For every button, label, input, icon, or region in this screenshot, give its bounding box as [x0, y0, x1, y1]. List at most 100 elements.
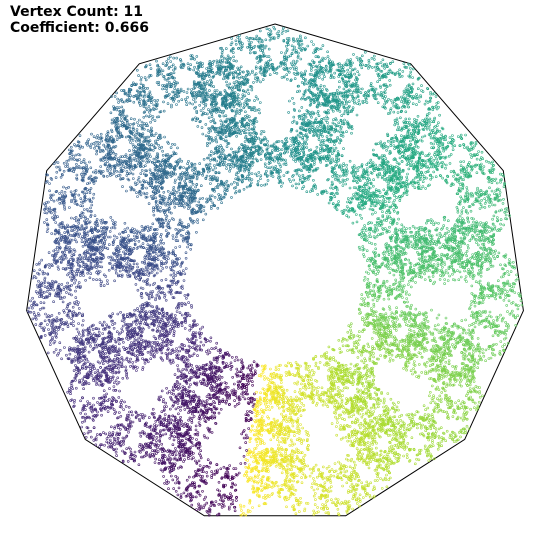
fractal-point: [193, 481, 196, 485]
fractal-point: [285, 77, 289, 81]
fractal-point: [442, 162, 445, 166]
fractal-point: [360, 359, 364, 363]
fractal-point: [291, 485, 295, 489]
fractal-point: [339, 424, 343, 427]
fractal-point: [90, 226, 93, 229]
fractal-point: [476, 243, 480, 247]
fractal-point: [298, 89, 301, 93]
fractal-point: [389, 239, 393, 243]
fractal-point: [135, 191, 138, 194]
fractal-point: [260, 481, 264, 484]
fractal-point: [123, 400, 126, 404]
fractal-point: [458, 383, 462, 387]
fractal-point: [423, 255, 427, 259]
fractal-point: [388, 476, 392, 480]
fractal-point: [402, 62, 406, 65]
fractal-point: [367, 58, 371, 62]
fractal-point: [88, 181, 91, 185]
fractal-point: [206, 352, 210, 356]
fractal-point: [449, 170, 453, 173]
fractal-point: [147, 325, 151, 329]
fractal-point: [293, 390, 297, 393]
fractal-point: [173, 206, 177, 209]
fractal-point: [419, 94, 422, 97]
fractal-point: [417, 376, 421, 379]
polygon-outline: [26, 23, 524, 517]
fractal-point: [322, 117, 326, 120]
fractal-point: [435, 157, 438, 161]
fractal-point: [314, 361, 318, 365]
fractal-point: [276, 161, 280, 164]
fractal-point: [348, 186, 352, 190]
fractal-point: [253, 429, 256, 432]
fractal-point: [141, 159, 145, 163]
fractal-point: [399, 116, 402, 120]
fractal-point: [383, 102, 387, 106]
fractal-point: [120, 116, 123, 119]
fractal-point: [275, 72, 279, 75]
fractal-point: [410, 164, 413, 167]
fractal-point: [396, 128, 399, 132]
fractal-point: [409, 70, 413, 74]
fractal-point: [412, 420, 416, 423]
fractal-point: [405, 413, 409, 417]
fractal-point: [155, 350, 159, 354]
fractal-point: [159, 468, 163, 472]
fractal-point: [143, 302, 147, 306]
fractal-point: [153, 461, 157, 464]
fractal-point: [356, 102, 359, 105]
fractal-point: [139, 434, 143, 438]
fractal-point: [54, 176, 58, 179]
fractal-point: [104, 432, 107, 436]
fractal-point: [401, 420, 405, 424]
fractal-point: [224, 385, 228, 389]
fractal-point: [109, 111, 113, 115]
fractal-point: [199, 454, 202, 458]
fractal-point: [83, 419, 87, 423]
fractal-point: [215, 159, 218, 163]
fractal-point: [152, 157, 156, 161]
fractal-point: [345, 214, 349, 217]
fractal-point: [52, 288, 56, 292]
fractal-point: [232, 81, 236, 84]
fractal-point: [292, 102, 296, 105]
fractal-point: [444, 316, 448, 320]
fractal-point: [344, 435, 348, 439]
fractal-point: [146, 129, 150, 132]
fractal-point: [197, 70, 200, 73]
fractal-point: [201, 91, 204, 94]
fractal-point: [341, 135, 345, 138]
fractal-point: [187, 385, 191, 389]
fractal-point: [174, 178, 177, 182]
fractal-point: [295, 382, 299, 386]
fractal-point: [414, 337, 418, 340]
fractal-point: [354, 96, 358, 100]
fractal-point: [300, 117, 303, 121]
fractal-point: [89, 206, 92, 210]
fractal-point: [210, 410, 214, 414]
fractal-point: [407, 62, 410, 66]
fractal-point: [152, 103, 156, 107]
fractal-point: [144, 78, 148, 82]
fractal-point: [451, 415, 455, 418]
coefficient-label: Coefficient: 0.666: [10, 20, 150, 36]
fractal-point: [310, 115, 313, 119]
fractal-point: [434, 340, 438, 344]
fractal-point: [42, 290, 46, 294]
fractal-point: [387, 297, 391, 301]
fractal-point: [162, 398, 165, 401]
fractal-point: [478, 201, 482, 205]
chaos-game-points: [26, 25, 524, 517]
fractal-point: [70, 317, 73, 321]
fractal-point: [46, 351, 50, 355]
fractal-point: [358, 426, 362, 430]
fractal-point: [48, 315, 52, 319]
fractal-point: [395, 229, 399, 233]
fractal-point: [119, 427, 122, 431]
fractal-point: [258, 412, 261, 415]
fractal-point: [156, 450, 160, 453]
fractal-point: [74, 355, 77, 359]
fractal-point: [431, 275, 435, 278]
fractal-point: [337, 65, 341, 69]
fractal-point: [373, 391, 377, 395]
